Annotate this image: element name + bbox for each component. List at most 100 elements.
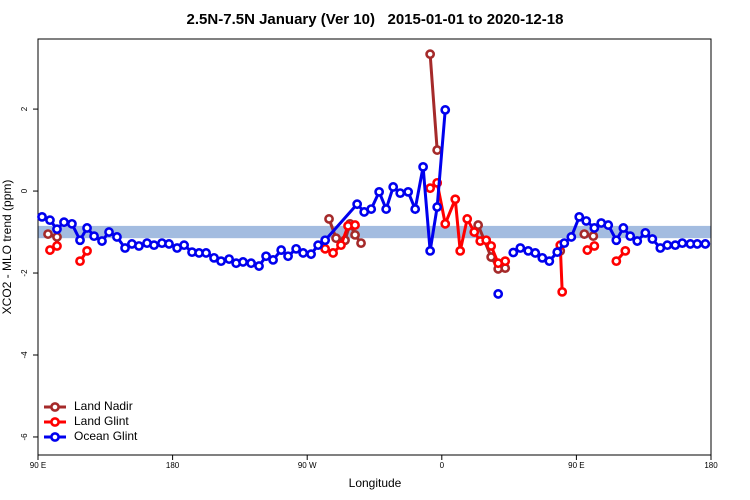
y-tick-label: 2 [20, 106, 29, 111]
y-tick-label: -4 [20, 351, 29, 359]
data-point [246, 258, 257, 269]
data-point [700, 239, 711, 249]
data-point [544, 256, 555, 267]
legend-label: Ocean Glint [74, 429, 138, 443]
x-tick-label: 90 E [568, 461, 584, 470]
data-point [352, 199, 363, 210]
data-point [552, 247, 563, 258]
data-point [291, 243, 302, 254]
data-point [52, 241, 62, 251]
y-tick-label: 0 [20, 188, 29, 193]
data-point [440, 218, 451, 229]
data-point [603, 220, 614, 230]
data-point [581, 216, 592, 226]
data-point [89, 231, 99, 242]
data-point [238, 257, 248, 267]
data-point [625, 231, 636, 242]
chart-title: 2.5N-7.5N January (Ver 10) 2015-01-01 to… [187, 11, 564, 28]
data-point [164, 239, 174, 249]
data-point [254, 261, 264, 271]
data-point [582, 245, 593, 255]
data-point [82, 223, 92, 233]
data-point [440, 105, 451, 115]
data-point [366, 204, 377, 214]
data-point [350, 220, 360, 230]
y-axis-label: XCO2 - MLO trend (ppm) [0, 180, 14, 315]
data-point [662, 240, 673, 251]
data-point [620, 245, 631, 256]
data-point [306, 249, 316, 260]
data-point [692, 239, 703, 249]
data-point [462, 214, 473, 224]
data-point [82, 245, 92, 256]
data-point [486, 241, 497, 251]
data-point [331, 233, 341, 244]
data-point [134, 241, 144, 251]
data-point [589, 241, 600, 251]
data-point [45, 245, 55, 255]
data-point [328, 248, 338, 258]
data-point [320, 235, 331, 246]
data-point [201, 248, 212, 258]
x-tick-label: 90 W [298, 461, 317, 470]
plot-frame [37, 38, 712, 456]
x-tick-label: 180 [704, 461, 718, 470]
legend-label: Land Glint [74, 414, 129, 428]
data-point [356, 238, 366, 249]
data-point [588, 231, 599, 242]
data-point [640, 227, 651, 238]
data-point [611, 256, 622, 267]
data-point [481, 235, 492, 246]
data-point [350, 230, 360, 240]
y-tick-label: -2 [20, 269, 29, 277]
x-tick-label: 90 E [30, 461, 46, 470]
data-point [381, 204, 392, 214]
legend-label: Land Nadir [74, 399, 133, 413]
data-point [508, 247, 519, 258]
data-point [283, 251, 293, 262]
data-point [473, 220, 484, 230]
data-point [298, 248, 309, 258]
data-point [632, 236, 643, 246]
legend-marker [50, 432, 60, 442]
data-point [268, 255, 279, 265]
data-point [559, 238, 570, 249]
data-point [450, 194, 461, 205]
data-point [677, 238, 688, 249]
data-point [324, 214, 334, 224]
data-point [388, 182, 399, 192]
data-point [469, 227, 480, 237]
data-point [52, 232, 62, 242]
data-point [611, 235, 622, 246]
data-point [313, 240, 324, 251]
data-point [432, 145, 443, 155]
reference-band [38, 225, 711, 239]
data-point [618, 223, 629, 233]
data-point [418, 161, 429, 172]
data-point [574, 211, 585, 222]
data-point [104, 227, 114, 237]
data-point [120, 243, 130, 253]
data-point [455, 245, 466, 256]
data-point [403, 186, 414, 197]
data-point [425, 245, 436, 256]
data-point [216, 256, 226, 267]
data-point [425, 183, 436, 194]
data-point [75, 235, 85, 246]
data-point [395, 188, 406, 199]
data-point [566, 232, 577, 242]
data-point [320, 243, 331, 254]
data-point [557, 286, 568, 297]
legend-marker [50, 417, 60, 427]
data-point [37, 211, 47, 222]
data-point [647, 234, 658, 244]
data-point [43, 229, 53, 239]
data-point [493, 289, 504, 299]
data-point [149, 240, 159, 251]
data-point [52, 224, 62, 235]
data-point [579, 229, 590, 239]
data-point [75, 256, 85, 267]
data-point [112, 232, 122, 242]
data-point [432, 202, 443, 212]
data-point [224, 254, 235, 264]
